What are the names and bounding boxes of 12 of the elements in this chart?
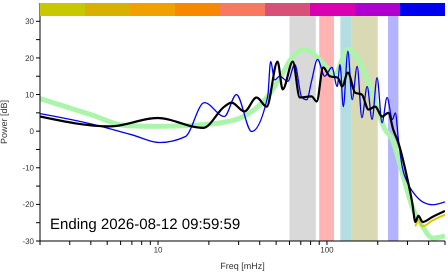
y-tick-label: 20 xyxy=(25,54,35,63)
y-tick-label: -20 xyxy=(22,200,35,210)
y-tick-label: 10 xyxy=(25,90,35,100)
x-tick-label: 100 xyxy=(320,246,334,255)
y-tick-label: 0 xyxy=(30,126,35,136)
annotation: Ending 2026-08-12 09:59:59 xyxy=(50,216,240,233)
x-axis-title: Freq [mHz] xyxy=(220,261,265,271)
y-tick-label: -30 xyxy=(22,236,35,246)
y-tick-label: 30 xyxy=(25,17,35,26)
y-tick-label: -10 xyxy=(22,164,35,173)
y-axis-title: Power [dB] xyxy=(0,100,10,144)
line-series xyxy=(414,214,445,228)
